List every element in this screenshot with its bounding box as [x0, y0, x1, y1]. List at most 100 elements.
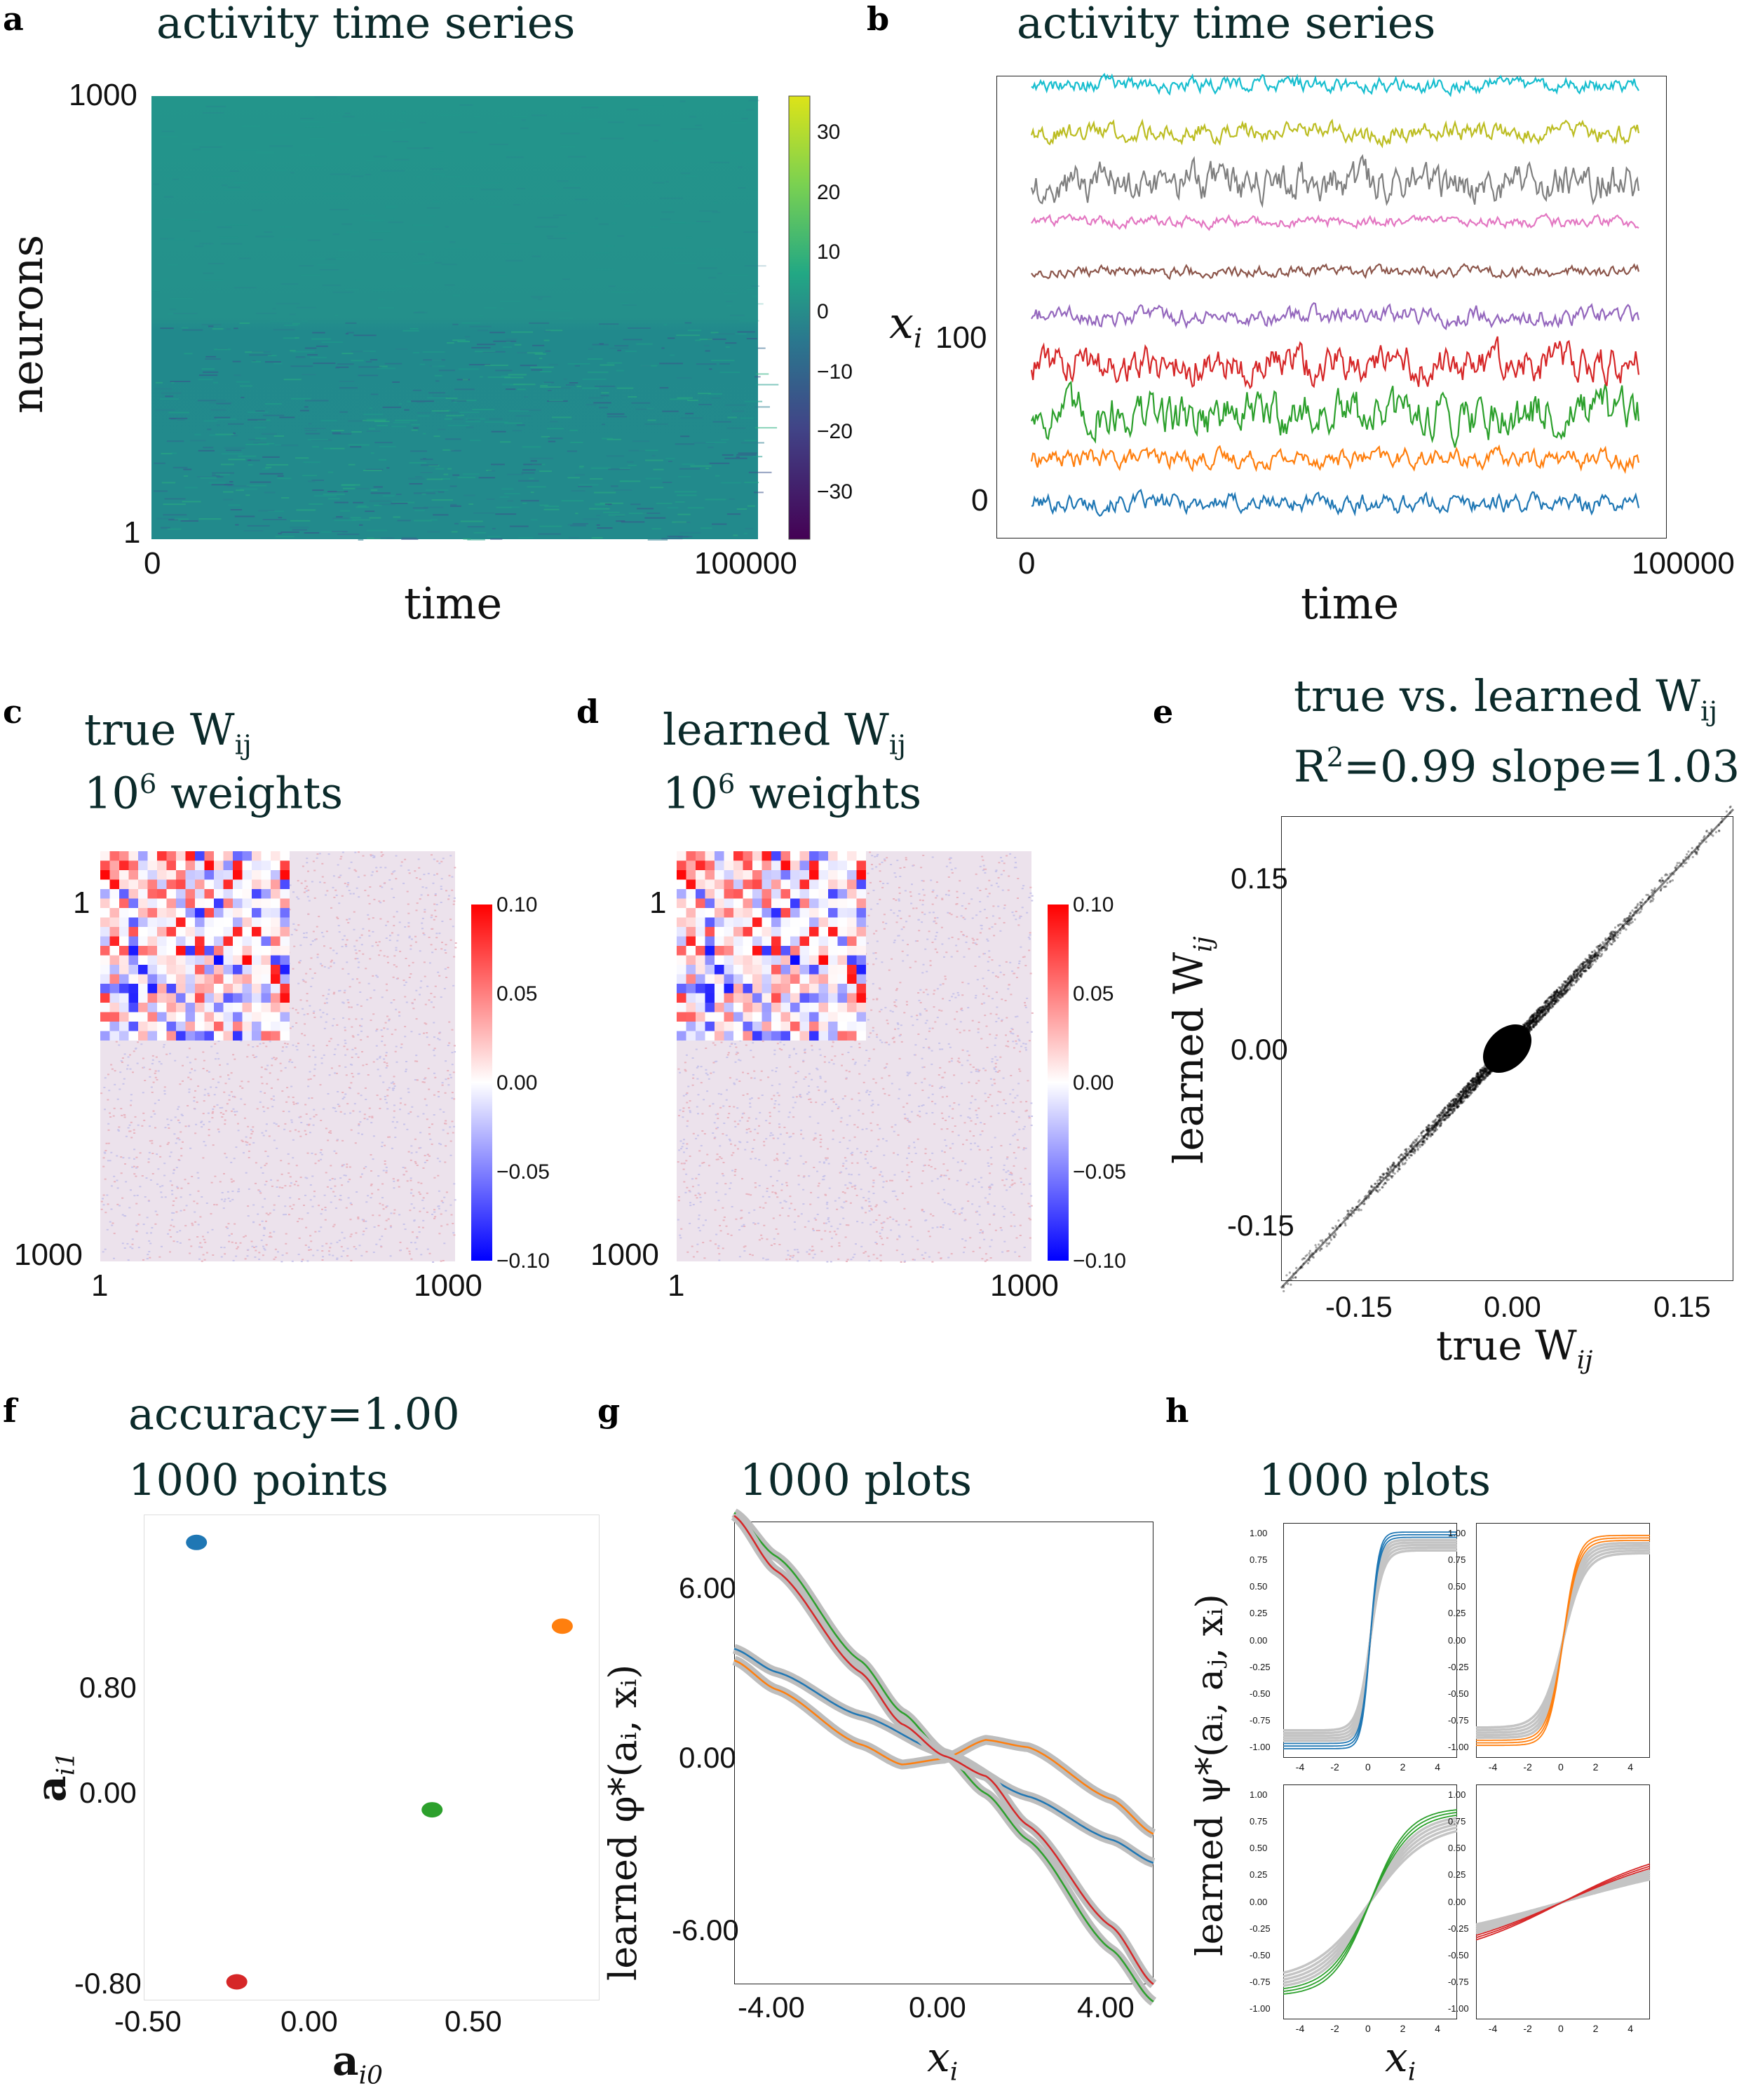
- panel-a-label: a: [3, 0, 24, 38]
- heatmap-a-cell: [708, 277, 717, 279]
- inset-cell: [271, 889, 280, 899]
- weight-cell: [223, 1091, 226, 1093]
- weight-cell: [1017, 1116, 1020, 1118]
- heatmap-a-cell: [163, 514, 187, 516]
- weight-cell: [845, 1077, 848, 1079]
- heatmap-a-cell: [467, 526, 485, 528]
- weight-cell: [438, 933, 441, 935]
- heatmap-a-cell: [516, 424, 525, 426]
- weight-cell: [131, 1243, 134, 1245]
- heatmap-a-cell: [471, 346, 491, 348]
- weight-cell: [1013, 1214, 1015, 1216]
- inset-cell: [119, 927, 129, 937]
- weight-cell: [323, 1054, 325, 1056]
- weight-cell: [272, 1095, 275, 1097]
- heatmap-a-cell: [366, 431, 381, 432]
- weight-cell: [777, 1233, 780, 1235]
- weight-cell: [300, 1260, 303, 1262]
- weight-cell: [861, 1128, 864, 1130]
- weight-cell: [826, 1261, 829, 1263]
- weight-cell: [897, 935, 900, 937]
- heatmap-a-cell: [451, 400, 467, 402]
- heatmap-a-cell: [622, 304, 637, 306]
- weight-cell: [701, 1113, 704, 1115]
- heatmap-a-cell: [514, 344, 522, 346]
- weight-cell: [246, 1255, 249, 1257]
- heatmap-a-cell: [670, 354, 675, 356]
- weight-cell: [421, 886, 424, 888]
- weight-cell: [1019, 1050, 1022, 1052]
- weight-cell: [956, 897, 959, 898]
- weight-cell: [842, 1217, 845, 1219]
- weight-cell: [1019, 1235, 1022, 1236]
- heatmap-a-cell: [679, 100, 686, 102]
- inset-cell: [271, 936, 280, 946]
- inset-cell: [223, 851, 233, 861]
- weight-cell: [981, 1258, 984, 1260]
- weight-cell: [406, 1128, 409, 1130]
- weight-cell: [130, 1104, 132, 1106]
- weight-cell: [1013, 1182, 1016, 1184]
- weight-cell: [861, 1207, 864, 1210]
- inset-cell: [280, 936, 290, 946]
- weight-cell: [327, 989, 330, 991]
- heatmap-a-cell: [452, 294, 460, 297]
- heatmap-a-cell: [754, 406, 770, 408]
- weight-cell: [968, 1117, 971, 1119]
- heatmap-a-cell: [327, 498, 340, 500]
- weight-cell: [189, 1078, 192, 1081]
- weight-cell: [319, 1009, 322, 1011]
- heatmap-a-cell: [465, 421, 481, 423]
- heatmap-a-cell: [278, 517, 283, 519]
- weight-cell: [943, 956, 945, 958]
- weight-cell: [216, 1052, 219, 1055]
- heatmap-a-cell: [320, 419, 337, 421]
- weight-cell: [185, 1205, 188, 1207]
- weight-cell: [356, 1191, 358, 1193]
- weight-cell: [170, 1224, 172, 1226]
- inset-cell: [233, 860, 243, 870]
- weight-cell: [968, 1081, 970, 1083]
- weight-cell: [355, 1053, 358, 1055]
- weight-cell: [776, 1153, 778, 1155]
- weight-cell: [407, 912, 410, 914]
- heatmap-a-cell: [238, 455, 257, 457]
- weight-cell: [404, 1104, 407, 1106]
- weight-cell: [869, 1224, 872, 1226]
- weight-cell: [169, 1251, 171, 1253]
- weight-cell: [393, 1110, 395, 1112]
- heatmap-a-cell: [234, 287, 257, 289]
- weight-cell: [197, 1190, 200, 1192]
- weight-cell: [202, 1113, 205, 1115]
- weight-cell: [383, 1027, 386, 1029]
- weight-cell: [292, 1204, 295, 1206]
- weight-cell: [142, 1259, 144, 1261]
- weight-cell: [414, 935, 417, 937]
- weight-cell: [180, 1131, 182, 1133]
- weight-cell: [420, 980, 423, 982]
- heatmap-a-cell: [262, 519, 287, 520]
- weight-cell: [343, 935, 346, 937]
- heatmap-a-cell: [597, 527, 613, 529]
- weight-cell: [377, 976, 379, 978]
- heatmap-a-cell: [600, 502, 623, 504]
- weight-cell: [241, 1081, 243, 1083]
- weight-cell: [177, 1106, 180, 1108]
- inset-cell: [195, 860, 205, 870]
- weight-cell: [251, 1130, 254, 1132]
- weight-cell: [696, 1243, 699, 1245]
- weight-cell: [997, 1112, 1000, 1114]
- weight-cell: [440, 902, 442, 903]
- weight-cell: [998, 862, 1001, 864]
- weight-cell: [858, 1099, 861, 1102]
- weight-cell: [346, 886, 348, 888]
- inset-cell: [138, 879, 148, 889]
- weight-cell: [319, 1151, 322, 1153]
- inset-cell: [185, 1022, 195, 1031]
- inset-cell: [223, 879, 233, 889]
- heatmap-a-cell: [352, 519, 371, 521]
- weight-cell: [330, 1201, 332, 1203]
- heatmap-a-cell: [594, 503, 604, 505]
- weight-cell: [309, 1005, 311, 1007]
- weight-cell: [363, 1220, 365, 1222]
